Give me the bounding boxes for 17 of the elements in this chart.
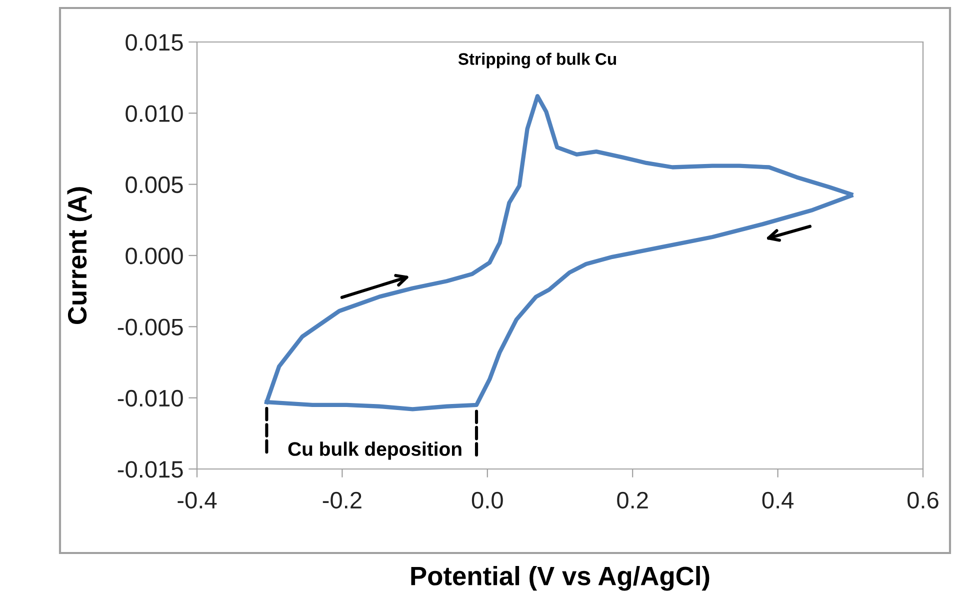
y-tick-label: -0.015: [118, 461, 183, 478]
x-tick-label: 0.2: [617, 492, 648, 509]
y-tick-label: 0.005: [126, 176, 183, 194]
y-tick-label: -0.005: [118, 318, 183, 336]
x-tick-label: -0.2: [322, 492, 362, 509]
y-tick-label: -0.010: [118, 390, 183, 407]
annotation: Stripping of bulk Cu: [458, 52, 616, 68]
x-tick-label: 0.6: [908, 492, 938, 509]
x-tick-label: -0.4: [178, 492, 217, 509]
x-axis-title: Potential (V vs Ag/AgCl): [411, 566, 710, 591]
y-axis-title: Current (A): [67, 187, 92, 324]
annotation: Cu bulk deposition: [288, 442, 462, 460]
y-tick-label: 0.000: [126, 248, 183, 264]
x-tick-label: 0.4: [762, 492, 794, 509]
y-tick-label: 0.015: [126, 34, 183, 51]
y-tick-label: 0.010: [126, 105, 183, 122]
x-tick-label: 0.0: [472, 492, 503, 509]
